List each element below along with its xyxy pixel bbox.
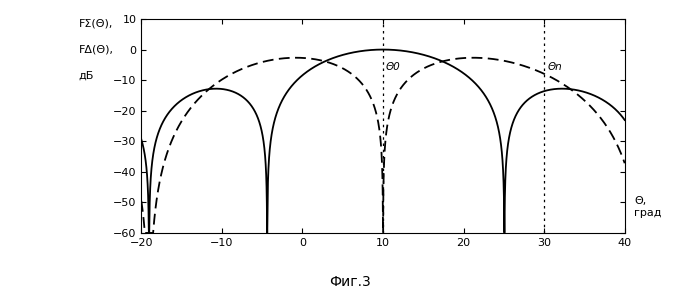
Text: дБ: дБ: [78, 70, 94, 80]
Text: Θn: Θn: [547, 62, 562, 72]
Text: Θ,
град: Θ, град: [635, 197, 662, 218]
Text: FΣ(Θ),: FΣ(Θ),: [78, 19, 113, 29]
Text: Фиг.3: Фиг.3: [329, 275, 370, 289]
Text: Θ0: Θ0: [387, 62, 401, 72]
Text: FΔ(Θ),: FΔ(Θ),: [78, 45, 113, 55]
